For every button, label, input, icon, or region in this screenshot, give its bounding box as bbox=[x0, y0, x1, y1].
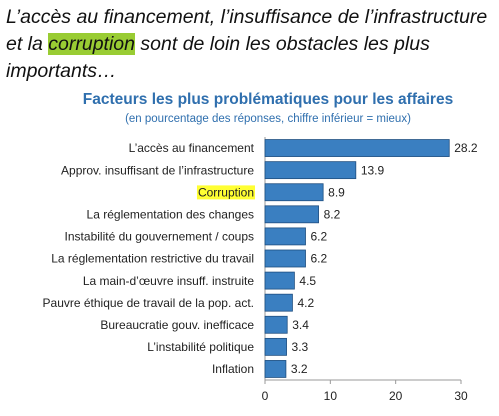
chart-subtitle: (en pourcentage des réponses, chiffre in… bbox=[125, 113, 411, 125]
x-tick-label: 0 bbox=[262, 389, 269, 403]
y-tick-label: La réglementation des changes bbox=[87, 207, 254, 221]
x-tick-label: 10 bbox=[324, 389, 338, 403]
heading-highlight: corruption bbox=[48, 33, 135, 55]
bar bbox=[264, 293, 293, 312]
value-label: 6.2 bbox=[311, 230, 328, 244]
bar bbox=[264, 205, 319, 224]
bar bbox=[264, 227, 306, 246]
bar bbox=[264, 139, 450, 157]
x-tick-label: 20 bbox=[389, 389, 403, 403]
chart-title: Facteurs les plus problématiques pour le… bbox=[83, 91, 453, 108]
value-label: 28.2 bbox=[454, 141, 478, 155]
y-tick-label: Pauvre éthique de travail de la pop. act… bbox=[43, 296, 254, 310]
y-tick-label: L’accès au financement bbox=[129, 141, 255, 155]
heading-text: L’accès au financement, l’insuffisance d… bbox=[6, 6, 488, 55]
y-tick-label: Inflation bbox=[212, 362, 254, 376]
value-label: 4.5 bbox=[299, 274, 316, 288]
value-label: 3.3 bbox=[292, 340, 309, 354]
label-highlight bbox=[196, 185, 255, 200]
y-tick-label: La réglementation restrictive du travail bbox=[51, 252, 254, 266]
y-tick-label: Approv. insuffisant de l’infrastructure bbox=[61, 163, 254, 177]
x-tick-label: 30 bbox=[454, 389, 468, 403]
value-label: 3.2 bbox=[291, 362, 308, 376]
bar bbox=[264, 337, 287, 356]
heading: L’accès au financement, l’insuffisance d… bbox=[6, 4, 496, 85]
bar bbox=[264, 315, 288, 334]
bar bbox=[264, 249, 306, 268]
bar bbox=[264, 161, 357, 180]
y-tick-label: Bureaucratie gouv. inefficace bbox=[100, 318, 254, 332]
value-label: 8.2 bbox=[324, 207, 341, 221]
value-label: 3.4 bbox=[292, 318, 309, 332]
bar bbox=[264, 271, 295, 290]
value-label: 8.9 bbox=[328, 185, 345, 199]
value-label: 13.9 bbox=[361, 163, 385, 177]
y-tick-label: La main-d’œuvre insuff. instruite bbox=[83, 274, 255, 288]
heading-text: sont de loin les obstacles les plus impo… bbox=[6, 33, 430, 82]
y-tick-label: L’instabilité politique bbox=[147, 340, 254, 354]
y-tick-label: Corruption bbox=[198, 185, 254, 199]
y-tick-label: Instabilité du gouvernement / coups bbox=[65, 230, 254, 244]
bar bbox=[264, 360, 287, 378]
bar bbox=[264, 183, 324, 202]
value-label: 4.2 bbox=[297, 296, 314, 310]
value-label: 6.2 bbox=[311, 252, 328, 266]
